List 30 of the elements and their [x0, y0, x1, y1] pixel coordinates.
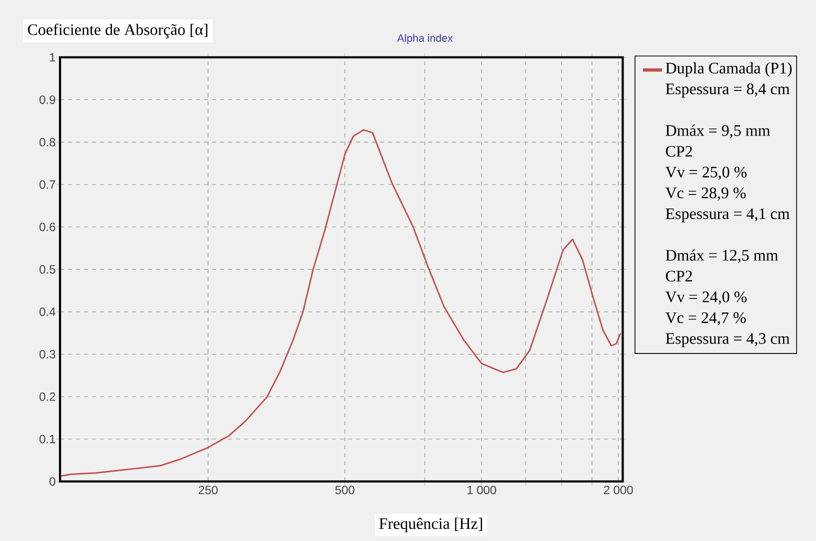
x-tick-label: 500 — [335, 486, 354, 494]
y-tick-label: 0.5 — [40, 265, 56, 274]
x-tick-label: 1 000 — [468, 486, 496, 494]
x-tick-label: 250 — [198, 486, 218, 494]
text: Espessura = 4,3 cm — [666, 333, 790, 348]
x-axis-title: Frequência [Hz] — [379, 518, 482, 532]
y-tick-label: 0 — [50, 477, 56, 486]
y-tick-label: 0.6 — [40, 222, 56, 232]
text: Vv = 25,0 % — [665, 166, 747, 180]
y-tick-label: 0.4 — [40, 308, 56, 316]
text: CP2 — [666, 270, 692, 282]
y-tick-label: 0.8 — [40, 138, 56, 146]
text: Espessura = 4,1 cm — [666, 208, 790, 222]
y-tick-label: 0.2 — [40, 392, 56, 401]
y-tick-label: 0.9 — [40, 95, 56, 104]
y-axis-title: Coeficiente de Absorção [α] — [28, 24, 208, 38]
text: Vv = 24,0 % — [665, 292, 747, 305]
legend-label: Dupla Camada (P1) — [666, 62, 792, 77]
text: Vc = 28,9 % — [665, 188, 746, 201]
y-tick-label: 0.1 — [40, 434, 56, 444]
text: Dmáx = 9,5 mm — [666, 124, 770, 138]
chart-title: Alpha index — [397, 34, 453, 44]
text: Dmáx = 12,5 mm — [666, 249, 778, 264]
y-tick-label: 1 — [50, 53, 56, 62]
text: Vc = 24,7 % — [665, 312, 746, 326]
text: Espessura = 8,4 cm — [666, 84, 790, 98]
x-tick-label: 2 000 — [604, 486, 633, 494]
text: CP2 — [666, 146, 692, 157]
y-tick-label: 0.7 — [40, 180, 56, 189]
y-tick-label: 0.3 — [40, 350, 56, 358]
